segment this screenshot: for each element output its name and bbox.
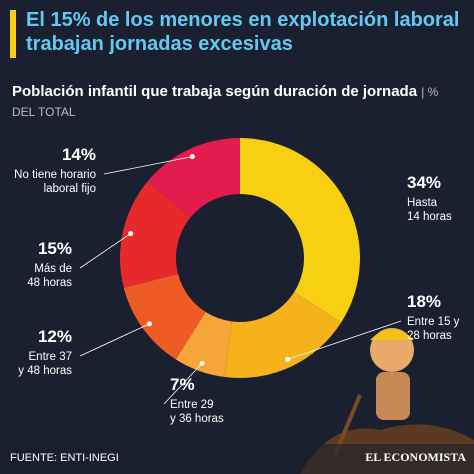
value-label: 14% bbox=[62, 145, 96, 164]
donut-slice bbox=[175, 312, 232, 378]
category-label: Más de 48 horas bbox=[27, 263, 72, 289]
value-label: 12% bbox=[38, 327, 72, 346]
title: El 15% de los menores en explotación lab… bbox=[26, 9, 460, 55]
category-label: No tiene horario laboral fijo bbox=[14, 169, 96, 195]
title-accent bbox=[10, 10, 16, 58]
donut-slice bbox=[147, 138, 240, 218]
pointer-line bbox=[103, 156, 193, 175]
subtitle: Población infantil que trabaja según dur… bbox=[12, 83, 418, 100]
donut-slice bbox=[240, 138, 360, 323]
brand: EL ECONOMISTA bbox=[365, 450, 466, 464]
donut-slice bbox=[120, 181, 191, 288]
subtitle-block: Población infantil que trabaja según dur… bbox=[12, 82, 452, 122]
pointer-line bbox=[287, 320, 402, 360]
footer-band bbox=[0, 444, 474, 474]
value-label: 7% bbox=[170, 375, 195, 394]
figure-helmet bbox=[370, 329, 414, 340]
value-label: 34% bbox=[407, 173, 441, 192]
value-label: 18% bbox=[407, 292, 441, 311]
figure-body bbox=[376, 372, 410, 420]
pointer-line bbox=[79, 323, 150, 357]
pointer-line bbox=[79, 233, 131, 269]
category-label: Entre 15 y 28 horas bbox=[407, 316, 460, 342]
donut-slice bbox=[123, 273, 206, 360]
value-label: 15% bbox=[38, 239, 72, 258]
source: FUENTE: ENTI-INEGI bbox=[10, 452, 119, 464]
category-label: Entre 29 y 36 horas bbox=[170, 399, 224, 425]
pointer-line bbox=[163, 363, 203, 405]
category-label: Hasta 14 horas bbox=[407, 197, 452, 223]
category-label: Entre 37 y 48 horas bbox=[18, 351, 72, 377]
unit: | % DEL TOTAL bbox=[12, 85, 439, 119]
donut-slice bbox=[224, 292, 342, 378]
